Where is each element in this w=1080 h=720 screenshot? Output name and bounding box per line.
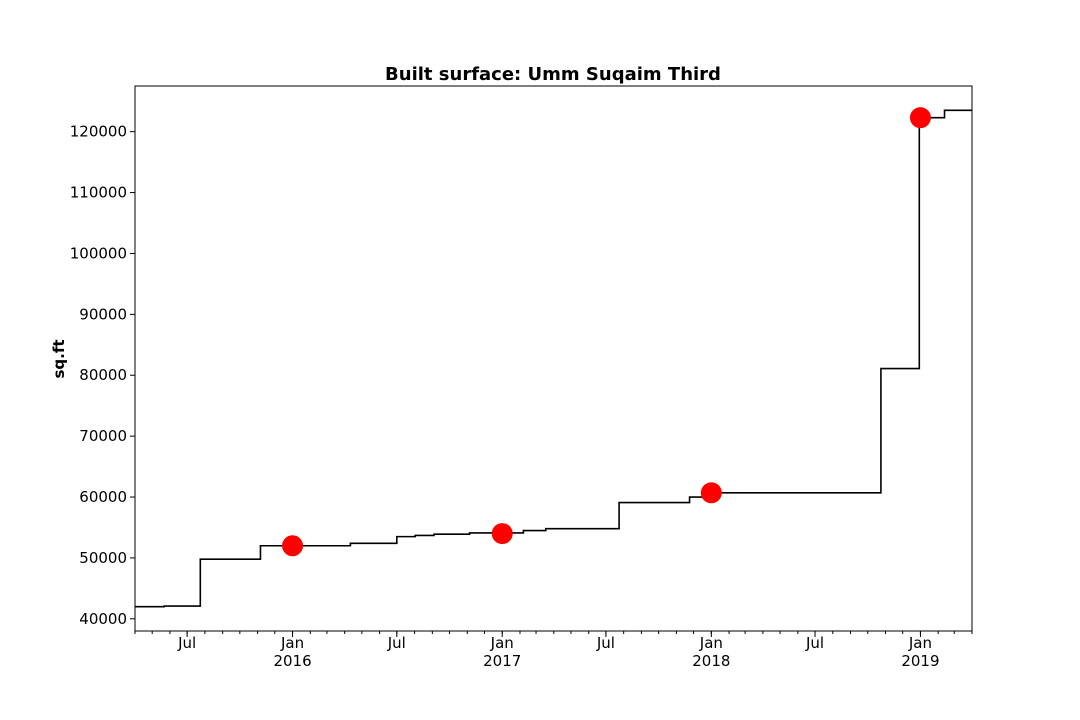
x-tick-year-label: 2018 bbox=[692, 652, 730, 670]
x-tick-label: Jul bbox=[596, 634, 615, 652]
y-tick-label: 50000 bbox=[79, 549, 127, 567]
y-tick-label: 110000 bbox=[70, 184, 127, 202]
y-tick-label: 40000 bbox=[79, 610, 127, 628]
data-marker bbox=[491, 523, 513, 545]
data-marker bbox=[700, 482, 722, 504]
y-tick-label: 90000 bbox=[79, 305, 127, 323]
x-tick-label: Jul bbox=[805, 634, 824, 652]
data-marker bbox=[282, 535, 304, 557]
x-tick-year-label: 2017 bbox=[483, 652, 521, 670]
x-tick-label: Jul bbox=[177, 634, 196, 652]
y-tick-label: 70000 bbox=[79, 427, 127, 445]
x-tick-year-label: 2019 bbox=[901, 652, 939, 670]
built-surface-line bbox=[135, 109, 972, 608]
data-marker bbox=[909, 107, 931, 129]
x-tick-label: Jul bbox=[387, 634, 406, 652]
x-tick-label: Jan bbox=[699, 634, 723, 652]
x-tick-label: Jan bbox=[908, 634, 932, 652]
y-tick-label: 60000 bbox=[79, 488, 127, 506]
y-tick-label: 80000 bbox=[79, 366, 127, 384]
x-tick-label: Jan bbox=[490, 634, 514, 652]
y-tick-label: 100000 bbox=[70, 244, 127, 262]
plot-area: 40000 50000 60000 70000 80000 90000 100000 1100… bbox=[70, 85, 973, 670]
y-axis-label: sq.ft bbox=[50, 339, 68, 378]
x-tick-label: Jan bbox=[280, 634, 304, 652]
y-tick-label: 120000 bbox=[70, 123, 127, 141]
x-tick-year-label: 2016 bbox=[273, 652, 311, 670]
chart-title: Built surface: Umm Suqaim Third bbox=[385, 64, 721, 85]
